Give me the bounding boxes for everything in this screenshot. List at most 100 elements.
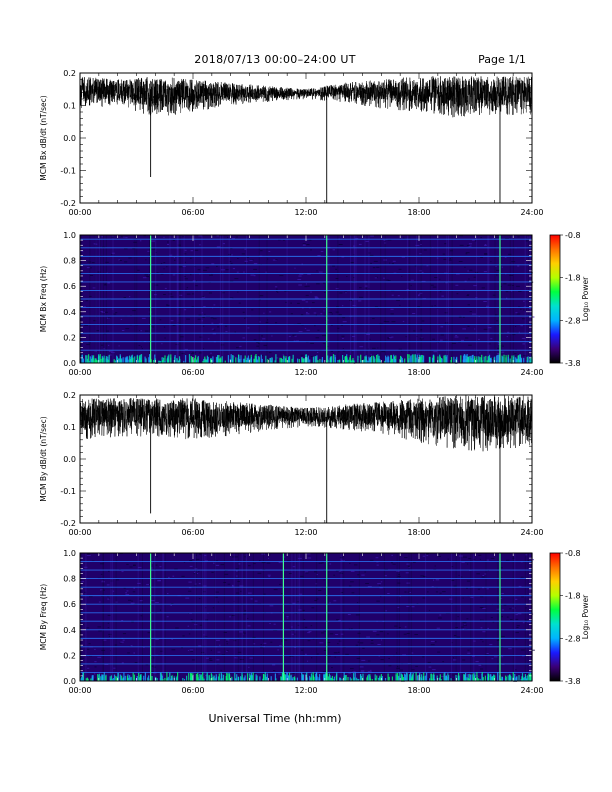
spectrogram-speckle	[415, 244, 420, 246]
spectrogram-speckle	[198, 235, 203, 237]
spectrogram-speckle	[116, 579, 120, 581]
spectrogram-speckle	[458, 341, 461, 343]
spectrogram-speckle	[91, 262, 95, 264]
low-frequency-power	[487, 356, 489, 363]
low-frequency-power	[356, 677, 358, 681]
low-frequency-power	[489, 358, 492, 363]
spectrogram-speckle	[350, 262, 354, 263]
spectrogram-speckle	[265, 321, 269, 323]
low-frequency-power	[410, 678, 412, 681]
spectrogram-speckle	[130, 602, 135, 604]
spectrogram-speckle	[399, 595, 401, 597]
spectrogram-speckle	[198, 571, 200, 572]
spectrogram-speckle	[310, 356, 314, 358]
spectrogram-speckle	[439, 592, 442, 594]
spectrogram-speckle	[333, 652, 338, 654]
low-frequency-power	[360, 675, 363, 681]
spectrogram-speckle	[215, 564, 220, 566]
spectrogram-speckle	[370, 353, 372, 355]
spectrogram-speckle	[444, 312, 448, 314]
spectrogram-speckle	[97, 626, 102, 628]
low-frequency-power	[409, 674, 411, 681]
low-frequency-power	[416, 354, 418, 363]
spectrogram-speckle	[301, 649, 304, 651]
spectrogram-speckle	[231, 238, 235, 240]
spectrogram-band	[263, 553, 264, 681]
low-frequency-power	[112, 678, 114, 681]
spectrogram-speckle	[487, 327, 492, 329]
low-frequency-power	[388, 676, 390, 681]
low-frequency-power	[347, 359, 349, 363]
low-frequency-power	[472, 354, 474, 363]
low-frequency-power	[520, 357, 523, 363]
spectrogram-speckle	[314, 325, 316, 327]
low-frequency-power	[236, 674, 238, 681]
low-frequency-power	[387, 673, 389, 681]
spectrogram-speckle	[203, 675, 207, 677]
low-frequency-power	[305, 354, 307, 363]
low-frequency-power	[402, 360, 404, 363]
spectrogram-speckle	[398, 627, 401, 628]
spectrogram-speckle	[147, 250, 152, 252]
spectrogram-speckle	[501, 616, 503, 618]
spectrogram-speckle	[103, 639, 107, 641]
low-frequency-power	[436, 675, 438, 681]
low-frequency-power	[483, 356, 485, 363]
spectrogram-speckle	[326, 642, 331, 643]
low-frequency-power	[420, 354, 422, 363]
spectrogram-band	[195, 553, 197, 681]
spectrogram-speckle	[292, 566, 296, 568]
spectrogram-band	[163, 553, 165, 681]
low-frequency-power	[210, 358, 212, 363]
spectrogram-speckle	[351, 592, 355, 594]
low-frequency-power	[251, 675, 253, 681]
spectrogram-speckle	[232, 584, 234, 586]
spectrogram-speckle	[520, 308, 522, 310]
low-frequency-power	[478, 678, 480, 681]
spectrogram-speckle	[234, 331, 236, 333]
spectrogram-speckle	[187, 650, 189, 651]
spectrogram-speckle	[174, 568, 178, 570]
spectrogram-speckle	[392, 260, 396, 262]
spectrogram-speckle	[242, 311, 245, 313]
spectrogram-speckle	[285, 301, 287, 303]
low-frequency-power	[93, 355, 95, 363]
low-frequency-power	[195, 355, 197, 363]
spectrogram-speckle	[310, 249, 312, 251]
spectrogram-speckle	[420, 329, 423, 331]
low-frequency-power	[302, 677, 304, 681]
spectrogram-speckle	[499, 567, 503, 569]
spectrogram-speckle	[249, 657, 253, 659]
spectrogram-speckle	[391, 554, 394, 556]
spectrogram-speckle	[466, 295, 469, 296]
spectrogram-band	[291, 553, 293, 681]
spectrogram-speckle	[164, 287, 167, 289]
spectrogram-speckle	[364, 287, 368, 289]
series-trace	[79, 76, 533, 118]
spectrogram-speckle	[101, 236, 104, 238]
low-frequency-power	[118, 358, 120, 363]
low-frequency-power	[130, 677, 132, 681]
spectrogram-speckle	[386, 279, 389, 281]
spectrogram-speckle	[290, 313, 293, 315]
spectrogram-speckle	[163, 268, 165, 270]
spectrogram-speckle	[188, 612, 190, 614]
spectrogram-speckle	[278, 239, 281, 241]
x-axis-title: Universal Time (hh:mm)	[208, 712, 342, 725]
spectrogram-speckle	[259, 295, 264, 297]
spectrogram-speckle	[438, 617, 442, 619]
spectrogram-speckle	[125, 328, 130, 330]
spectrogram-speckle	[281, 640, 284, 642]
low-frequency-power	[467, 674, 469, 681]
spectrogram-speckle	[476, 675, 479, 677]
plot-frame	[79, 72, 533, 204]
spectrogram-band	[110, 553, 112, 681]
spectrogram-speckle	[298, 609, 302, 611]
spectrogram-speckle	[494, 656, 498, 658]
spectrogram-speckle	[468, 245, 472, 247]
spectrogram-speckle	[440, 326, 444, 328]
spectrogram-speckle	[256, 345, 259, 347]
low-frequency-power	[310, 673, 313, 681]
low-frequency-power	[509, 358, 511, 363]
spectrogram-speckle	[123, 297, 127, 298]
